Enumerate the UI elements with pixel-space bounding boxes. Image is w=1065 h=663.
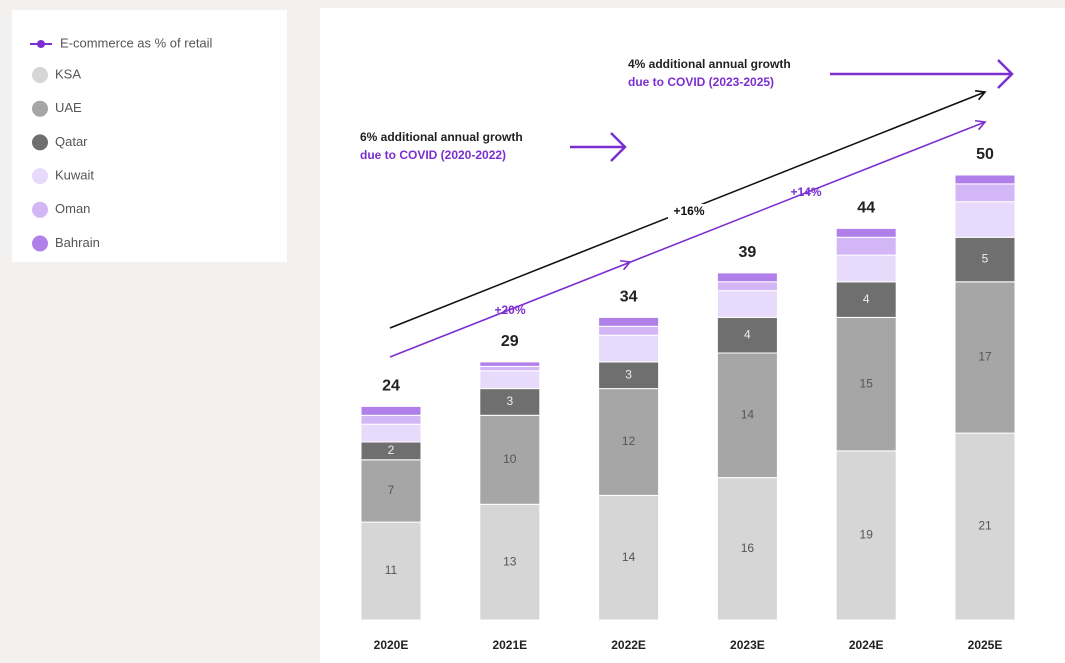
annotation-arrow-head	[610, 132, 627, 162]
total-label: 39	[739, 244, 757, 261]
x-tick-label: 2025E	[968, 638, 1003, 652]
segment-label: 13	[503, 554, 517, 568]
bar-segment	[835, 450, 897, 621]
bar-segment	[598, 316, 660, 327]
bar-segment	[954, 174, 1016, 185]
segment-label: 17	[978, 350, 992, 364]
x-tick-label: 2022E	[611, 638, 646, 652]
bar-segment	[360, 414, 422, 425]
segment-label: 7	[388, 483, 395, 497]
bar-segment	[954, 432, 1016, 621]
total-label: 34	[620, 289, 638, 306]
bar-segment	[598, 388, 660, 496]
bar-segment	[835, 227, 897, 238]
bar-segment	[360, 459, 422, 523]
segment-label: 3	[506, 394, 513, 408]
label-bg	[668, 204, 710, 220]
legend-swatch	[32, 134, 48, 151]
x-tick-label: 2021E	[492, 638, 527, 652]
arrow-head	[974, 89, 987, 101]
segment-label: 12	[622, 434, 636, 448]
x-tick-label: 2020E	[374, 638, 409, 652]
segment-label: 11	[385, 563, 398, 577]
trend-arrow	[389, 121, 986, 358]
segment-label: 21	[978, 519, 992, 533]
segment-label: 4	[863, 292, 870, 306]
bar-segment	[716, 352, 778, 479]
legend-box	[12, 10, 287, 262]
segment-label: 14	[741, 407, 755, 421]
x-tick-label: 2023E	[730, 638, 765, 652]
bar-segment	[479, 365, 541, 372]
segment-label: 3	[625, 367, 632, 381]
growth-label: +20%	[494, 303, 525, 317]
legend-swatch	[32, 201, 48, 218]
arrow-head	[974, 119, 987, 131]
segment-label: 15	[860, 376, 874, 390]
segment-label: 2	[388, 443, 395, 457]
arrow-head	[619, 259, 632, 271]
legend-swatch	[32, 235, 48, 252]
annotation-text: 4% additional annual growth	[628, 57, 791, 71]
legend-text: Qatar	[55, 134, 88, 149]
bar-segment	[954, 183, 1016, 203]
total-label: 24	[382, 378, 400, 395]
segment-label: 14	[622, 550, 636, 564]
bar-segment	[479, 503, 541, 621]
total-label: 29	[501, 333, 519, 350]
segment-label: 5	[982, 252, 989, 266]
bar-segment	[835, 316, 897, 452]
total-label: 44	[857, 200, 875, 217]
bar-segment	[954, 281, 1016, 434]
bar-segment	[598, 334, 660, 363]
bar-segment	[716, 281, 778, 292]
x-tick-label: 2024E	[849, 638, 884, 652]
segment-label: 19	[860, 528, 874, 542]
plot-panel	[320, 8, 1065, 663]
total-label: 50	[976, 146, 994, 163]
bar-segment	[835, 236, 897, 256]
legend-text: Kuwait	[55, 168, 94, 183]
bar-segment	[360, 521, 422, 621]
plot: 11 7 2 24 2020E 13 10 3 29 2021E 14 12 3 34 2022E 16 14 4…	[360, 57, 1016, 652]
bar-segment	[479, 370, 541, 390]
annotation-text: due to COVID (2023-2025)	[628, 75, 774, 89]
segment-label: 4	[744, 327, 751, 341]
annotation-arrow-head	[997, 59, 1014, 89]
legend-swatch	[32, 67, 48, 83]
legend-swatch	[32, 100, 48, 117]
bar-segment	[716, 316, 778, 354]
bar-segment	[716, 290, 778, 318]
legend-text: UAE	[55, 100, 82, 115]
growth-label: +16%	[673, 204, 704, 218]
bar-segment	[360, 423, 422, 443]
bar-segment	[479, 414, 541, 505]
bar-segment	[716, 272, 778, 283]
growth-label: +14%	[790, 185, 821, 199]
legend: E-commerce as % of retail KSA UAE Qatar Kuwa…	[30, 35, 213, 252]
bar-segment	[835, 254, 897, 283]
bar-segment	[598, 325, 660, 336]
legend-text: KSA	[55, 66, 81, 81]
legend-dot	[37, 40, 45, 48]
bar-segment	[479, 361, 541, 367]
legend-text: E-commerce as % of retail	[60, 35, 213, 50]
bar-segment	[954, 201, 1016, 238]
segment-label: 16	[741, 541, 755, 555]
bar-segment	[479, 388, 541, 416]
bar-segment	[716, 477, 778, 621]
legend-text: Bahrain	[55, 235, 100, 250]
legend-text: Oman	[55, 201, 90, 216]
legend-swatch	[32, 168, 48, 185]
annotation-text: due to COVID (2020-2022)	[360, 148, 506, 162]
bar-segment	[598, 494, 660, 621]
annotation-text: 6% additional annual growth	[360, 130, 523, 144]
segment-label: 10	[503, 452, 517, 466]
bar-segment	[360, 405, 422, 416]
bar-segment	[598, 361, 660, 390]
